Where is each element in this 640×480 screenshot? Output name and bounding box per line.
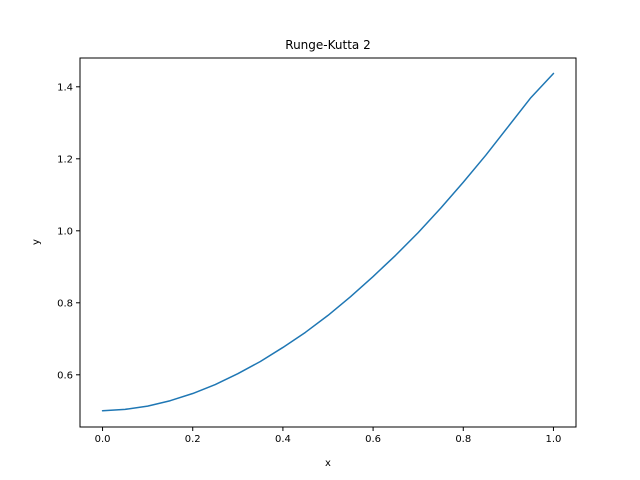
x-tick-label: 0.0 (95, 434, 111, 445)
y-tick-label: 0.8 (57, 298, 73, 309)
chart-title: Runge-Kutta 2 (285, 38, 370, 52)
series-line (101, 72, 555, 412)
y-axis-label: y (31, 239, 42, 245)
x-tick-label: 1.0 (546, 434, 562, 445)
x-tick-label: 0.4 (275, 434, 291, 445)
y-axis: 0.6 0.8 1.0 1.2 1.4 (57, 82, 80, 381)
x-axis: 0.0 0.2 0.4 0.6 0.8 1.0 (95, 427, 562, 445)
x-tick-label: 0.2 (185, 434, 201, 445)
y-tick-label: 1.2 (57, 154, 73, 165)
y-tick-label: 1.4 (57, 82, 73, 93)
axes-frame (79, 57, 577, 428)
plot-area (101, 72, 555, 412)
y-tick-label: 1.0 (57, 226, 73, 237)
x-tick-label: 0.6 (365, 434, 381, 445)
x-tick-label: 0.8 (455, 434, 471, 445)
y-tick-label: 0.6 (57, 370, 73, 381)
x-axis-label: x (325, 458, 331, 469)
